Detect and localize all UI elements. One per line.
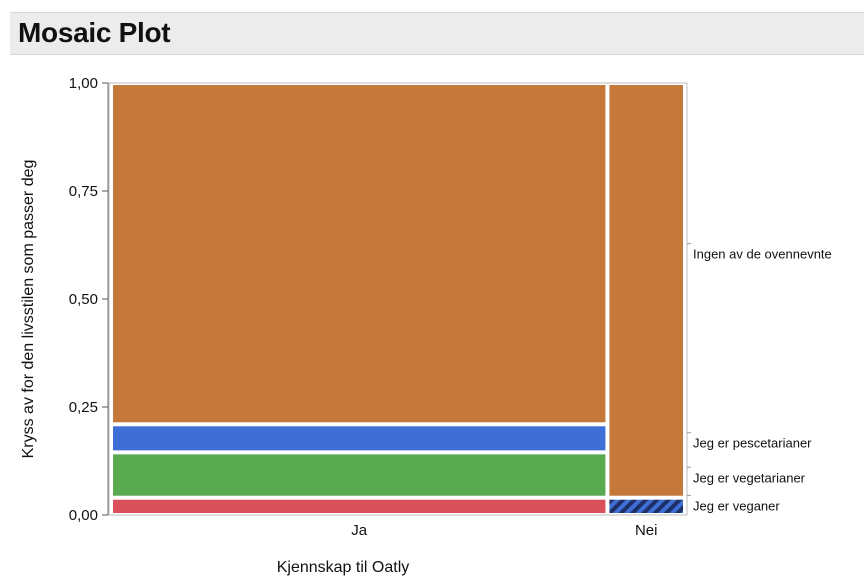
legend-label-3: Ingen av de ovennevnte bbox=[693, 247, 832, 262]
y-axis-title: Kryss av for den livsstilen som passer d… bbox=[20, 160, 37, 459]
mosaic-cell-ja-0 bbox=[113, 499, 606, 513]
x-category-label-ja: Ja bbox=[351, 522, 368, 539]
mosaic-cell-ja-3 bbox=[113, 85, 606, 423]
mosaic-cell-ja-1 bbox=[113, 454, 606, 496]
page-title: Mosaic Plot bbox=[18, 17, 171, 48]
report-header: Mosaic Plot bbox=[10, 12, 864, 55]
mosaic-cell-ja-2 bbox=[113, 426, 606, 451]
y-tick-label: 0,25 bbox=[69, 399, 98, 416]
x-category-label-nei: Nei bbox=[635, 522, 658, 539]
legend-label-0: Jeg er veganer bbox=[693, 498, 780, 513]
y-tick-label: 0,00 bbox=[69, 507, 98, 524]
x-axis-title: Kjennskap til Oatly bbox=[277, 559, 410, 576]
mosaic-cell-nei-3 bbox=[609, 85, 683, 496]
y-tick-label: 1,00 bbox=[69, 75, 98, 92]
y-tick-label: 0,50 bbox=[69, 291, 98, 308]
mosaic-cell-nei-0 bbox=[609, 499, 683, 513]
legend-label-2: Jeg er pescetarianer bbox=[693, 436, 812, 451]
legend-label-1: Jeg er vegetarianer bbox=[693, 470, 806, 485]
y-tick-label: 0,75 bbox=[69, 183, 98, 200]
